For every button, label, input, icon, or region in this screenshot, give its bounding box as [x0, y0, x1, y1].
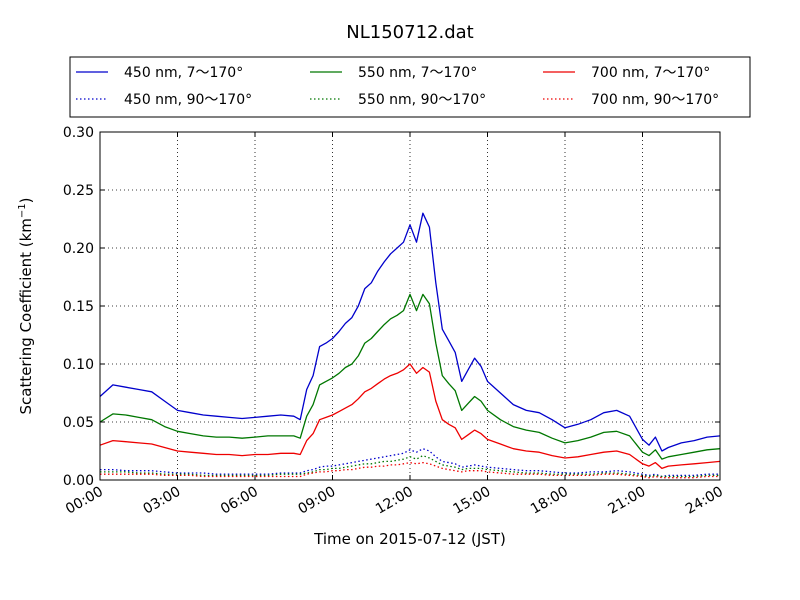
legend-label-5: 700 nm, 7～170°	[591, 65, 710, 81]
legend-label-1: 450 nm, 7～170°	[124, 65, 243, 81]
legend-label-2: 450 nm, 90～170°	[124, 92, 252, 108]
series-lines	[99, 212, 721, 479]
legend-box	[69, 56, 751, 118]
y-tick-label: 0.20	[63, 241, 94, 257]
legend: 450 nm, 7～170° 450 nm, 90～170° 550 nm, 7～1…	[69, 56, 751, 118]
series-line-1	[99, 212, 721, 452]
y-tick-label: 0.15	[63, 299, 94, 315]
y-tick-label: 0.00	[63, 473, 94, 489]
series-line-3	[99, 293, 721, 460]
y-axis-label: Scattering Coefficient (km−1)	[17, 197, 35, 414]
y-axis-label-superscript: −1	[17, 203, 28, 218]
grid-lines	[100, 132, 720, 480]
x-axis-label: Time on 2015-07-12 (JST)	[313, 530, 506, 548]
y-tick-label: 0.05	[63, 415, 94, 431]
series-line-5	[99, 363, 721, 470]
y-tick-label: 0.25	[63, 183, 94, 199]
y-tick-label: 0.30	[63, 125, 94, 141]
y-axis-label-end: )	[17, 197, 35, 203]
series-line-4	[100, 454, 720, 478]
y-axis-label-main: Scattering Coefficient (km	[17, 218, 35, 414]
legend-label-3: 550 nm, 7～170°	[358, 65, 477, 81]
legend-label-4: 550 nm, 90～170°	[358, 92, 486, 108]
series-line-2	[100, 448, 720, 478]
legend-label-6: 700 nm, 90～170°	[591, 92, 719, 108]
series-line-6	[100, 461, 720, 479]
y-tick-label: 0.10	[63, 357, 94, 373]
chart-title: NL150712.dat	[346, 22, 473, 43]
